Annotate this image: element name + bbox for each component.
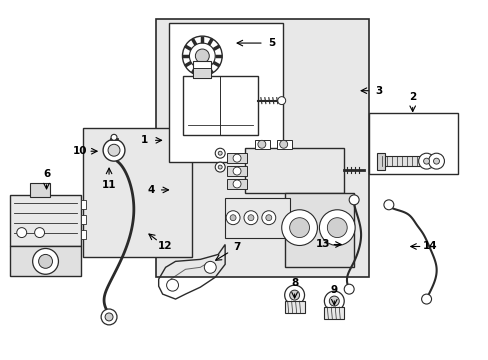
Text: 4: 4	[147, 185, 154, 195]
Circle shape	[418, 153, 434, 169]
Text: 10: 10	[73, 146, 87, 156]
Circle shape	[324, 291, 344, 311]
Bar	[168, 23, 282, 162]
Circle shape	[433, 158, 439, 164]
Bar	[376, 153, 384, 170]
Circle shape	[215, 148, 224, 158]
Circle shape	[262, 211, 275, 225]
Circle shape	[233, 154, 241, 162]
Circle shape	[166, 279, 178, 291]
Circle shape	[108, 144, 120, 156]
Circle shape	[195, 49, 209, 63]
Circle shape	[281, 210, 317, 246]
Circle shape	[230, 215, 236, 221]
Bar	[224, 198, 289, 238]
Text: 3: 3	[375, 86, 382, 96]
Circle shape	[33, 248, 59, 274]
Circle shape	[277, 96, 285, 105]
Text: 12: 12	[158, 241, 172, 251]
Circle shape	[289, 290, 299, 300]
Text: 14: 14	[423, 242, 437, 252]
Bar	[183, 76, 257, 135]
Bar	[10, 247, 81, 276]
Bar	[284, 193, 353, 267]
Bar	[284, 301, 304, 313]
Circle shape	[348, 195, 358, 205]
Bar	[378, 156, 423, 166]
Circle shape	[427, 153, 444, 169]
Circle shape	[326, 218, 346, 238]
Circle shape	[233, 167, 241, 175]
Circle shape	[247, 215, 253, 221]
Text: 1: 1	[141, 135, 148, 145]
Bar	[368, 113, 457, 174]
Bar	[193, 61, 211, 78]
Circle shape	[279, 140, 287, 148]
Circle shape	[423, 158, 428, 164]
Circle shape	[105, 313, 113, 321]
Bar	[276, 140, 291, 149]
Circle shape	[35, 228, 44, 238]
Circle shape	[218, 165, 222, 169]
Circle shape	[218, 151, 222, 155]
Bar	[193, 68, 211, 78]
Bar	[10, 195, 81, 247]
Circle shape	[383, 200, 393, 210]
Text: 13: 13	[315, 239, 330, 249]
Circle shape	[182, 36, 222, 76]
Bar	[324, 307, 344, 319]
Bar	[30, 183, 49, 197]
Circle shape	[328, 296, 339, 306]
Circle shape	[17, 228, 27, 238]
Text: 5: 5	[267, 38, 275, 48]
Circle shape	[225, 211, 240, 225]
Circle shape	[244, 211, 257, 225]
Bar	[81, 200, 86, 209]
Circle shape	[257, 140, 265, 148]
Circle shape	[215, 162, 224, 172]
Bar	[226, 153, 246, 163]
Bar	[81, 215, 86, 224]
Circle shape	[103, 139, 124, 161]
Circle shape	[101, 309, 117, 325]
Text: 8: 8	[290, 278, 298, 288]
Bar	[254, 140, 269, 149]
Circle shape	[204, 261, 216, 273]
Circle shape	[265, 215, 271, 221]
Circle shape	[289, 218, 309, 238]
Bar	[244, 148, 344, 193]
Circle shape	[111, 134, 117, 140]
Circle shape	[319, 210, 354, 246]
Bar	[226, 179, 246, 189]
Bar	[226, 166, 246, 176]
Bar	[81, 230, 86, 239]
Circle shape	[39, 255, 52, 268]
Circle shape	[233, 180, 241, 188]
Text: 9: 9	[330, 285, 337, 295]
Bar	[83, 129, 192, 257]
Text: 11: 11	[102, 180, 116, 190]
Circle shape	[421, 294, 431, 304]
Circle shape	[189, 43, 215, 69]
Text: 2: 2	[408, 92, 415, 102]
Bar	[155, 19, 368, 277]
Text: 7: 7	[233, 242, 240, 252]
Circle shape	[344, 284, 353, 294]
Circle shape	[284, 285, 304, 305]
Text: 6: 6	[43, 169, 50, 179]
